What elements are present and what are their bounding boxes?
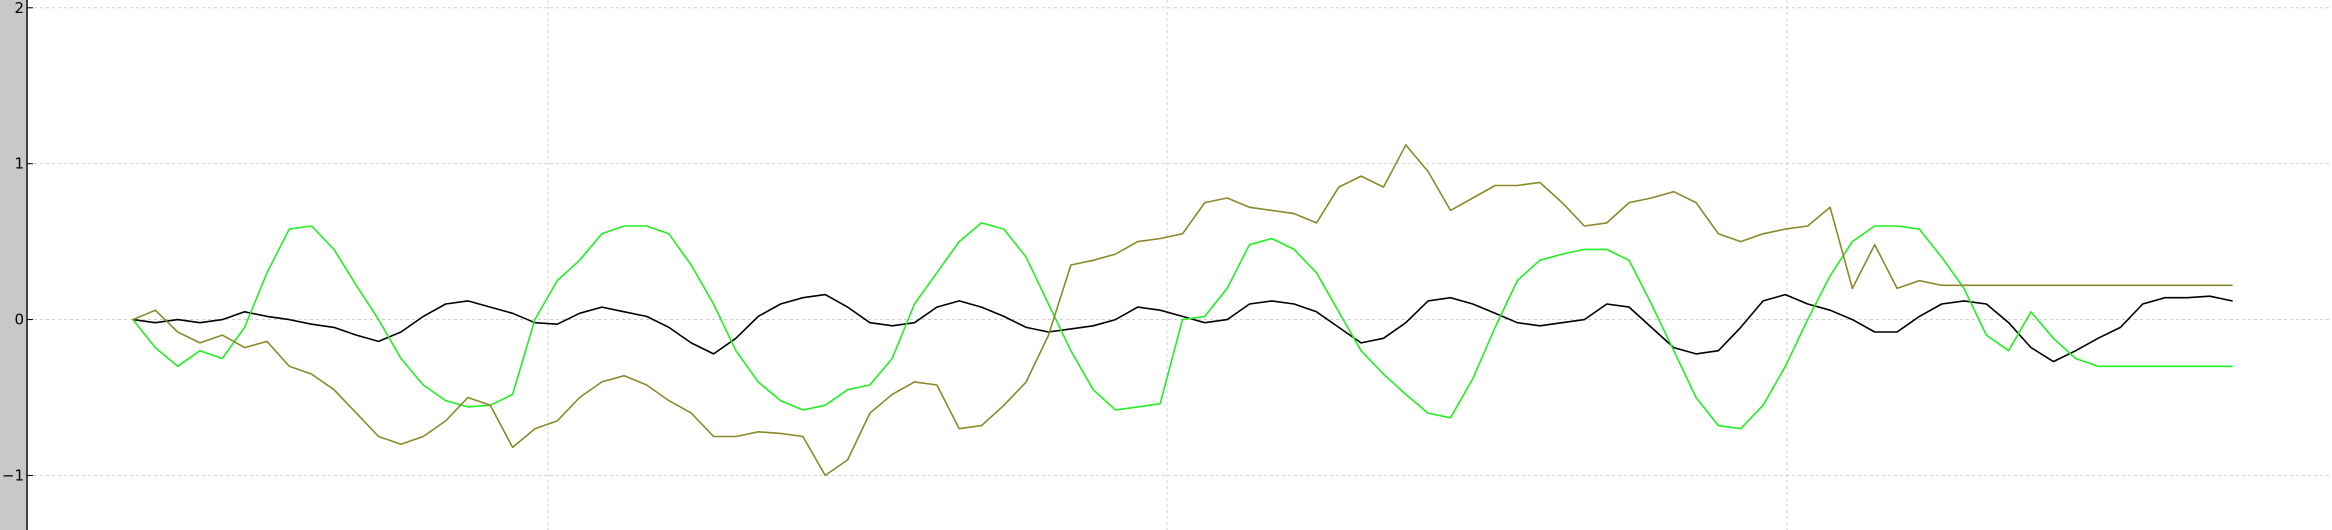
y-ticks: 2 1 0 −1 — [2, 0, 33, 484]
left-scrollbar[interactable] — [0, 0, 26, 530]
y-tick-label: 2 — [14, 0, 24, 17]
series-lines — [132, 144, 2233, 477]
y-tick-label: 1 — [14, 155, 24, 173]
grid — [28, 0, 2332, 530]
y-tick-label: 0 — [14, 311, 24, 329]
series-line-3 — [132, 144, 2233, 477]
series-line-1 — [132, 293, 2233, 363]
y-tick-label: −1 — [2, 466, 24, 484]
series-line-2 — [132, 222, 2233, 430]
